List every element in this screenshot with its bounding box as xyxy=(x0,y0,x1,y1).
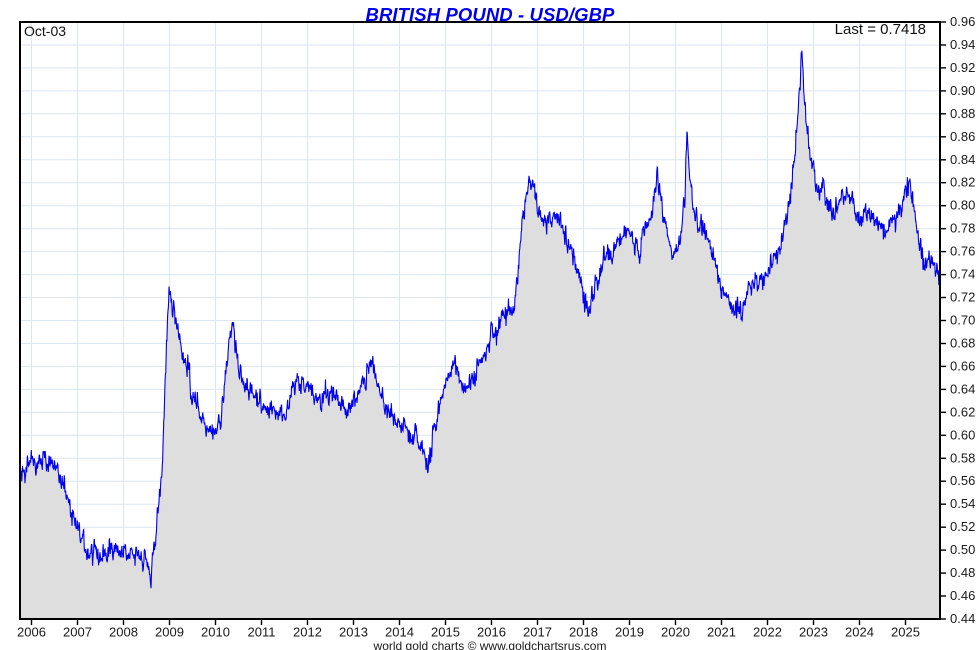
svg-text:0.60: 0.60 xyxy=(950,427,975,442)
svg-text:2025: 2025 xyxy=(891,625,920,640)
svg-text:0.88: 0.88 xyxy=(950,106,975,121)
svg-text:0.84: 0.84 xyxy=(950,152,975,167)
svg-text:0.86: 0.86 xyxy=(950,129,975,144)
svg-text:2017: 2017 xyxy=(523,625,552,640)
svg-text:2012: 2012 xyxy=(293,625,322,640)
svg-text:0.72: 0.72 xyxy=(950,290,975,305)
svg-text:0.78: 0.78 xyxy=(950,221,975,236)
svg-text:2011: 2011 xyxy=(248,625,276,640)
svg-text:2021: 2021 xyxy=(707,625,736,640)
svg-text:0.56: 0.56 xyxy=(950,473,975,488)
svg-text:2010: 2010 xyxy=(201,625,230,640)
svg-text:0.64: 0.64 xyxy=(950,381,975,396)
svg-text:0.44: 0.44 xyxy=(950,611,975,626)
svg-text:2014: 2014 xyxy=(385,625,414,640)
svg-text:0.76: 0.76 xyxy=(950,244,975,259)
svg-text:2009: 2009 xyxy=(155,625,184,640)
svg-text:2007: 2007 xyxy=(63,625,92,640)
svg-text:0.70: 0.70 xyxy=(950,313,975,328)
svg-text:0.92: 0.92 xyxy=(950,60,975,75)
svg-text:0.50: 0.50 xyxy=(950,542,975,557)
svg-text:2020: 2020 xyxy=(661,625,690,640)
svg-text:2019: 2019 xyxy=(615,625,644,640)
svg-text:0.74: 0.74 xyxy=(950,267,975,282)
svg-text:2013: 2013 xyxy=(339,625,368,640)
svg-text:0.58: 0.58 xyxy=(950,450,975,465)
svg-text:2006: 2006 xyxy=(17,625,46,640)
svg-text:2016: 2016 xyxy=(477,625,506,640)
svg-text:0.90: 0.90 xyxy=(950,83,975,98)
svg-text:2018: 2018 xyxy=(569,625,598,640)
svg-text:0.66: 0.66 xyxy=(950,358,975,373)
svg-text:2023: 2023 xyxy=(799,625,828,640)
svg-text:0.94: 0.94 xyxy=(950,37,975,52)
svg-text:2022: 2022 xyxy=(753,625,782,640)
svg-text:0.54: 0.54 xyxy=(950,496,975,511)
svg-text:0.82: 0.82 xyxy=(950,175,975,190)
svg-text:0.48: 0.48 xyxy=(950,565,975,580)
svg-text:0.68: 0.68 xyxy=(950,336,975,351)
svg-text:2015: 2015 xyxy=(431,625,460,640)
svg-text:0.52: 0.52 xyxy=(950,519,975,534)
svg-text:2024: 2024 xyxy=(845,625,874,640)
svg-text:2008: 2008 xyxy=(109,625,138,640)
svg-text:0.62: 0.62 xyxy=(950,404,975,419)
svg-text:0.46: 0.46 xyxy=(950,588,975,603)
svg-text:0.80: 0.80 xyxy=(950,198,975,213)
